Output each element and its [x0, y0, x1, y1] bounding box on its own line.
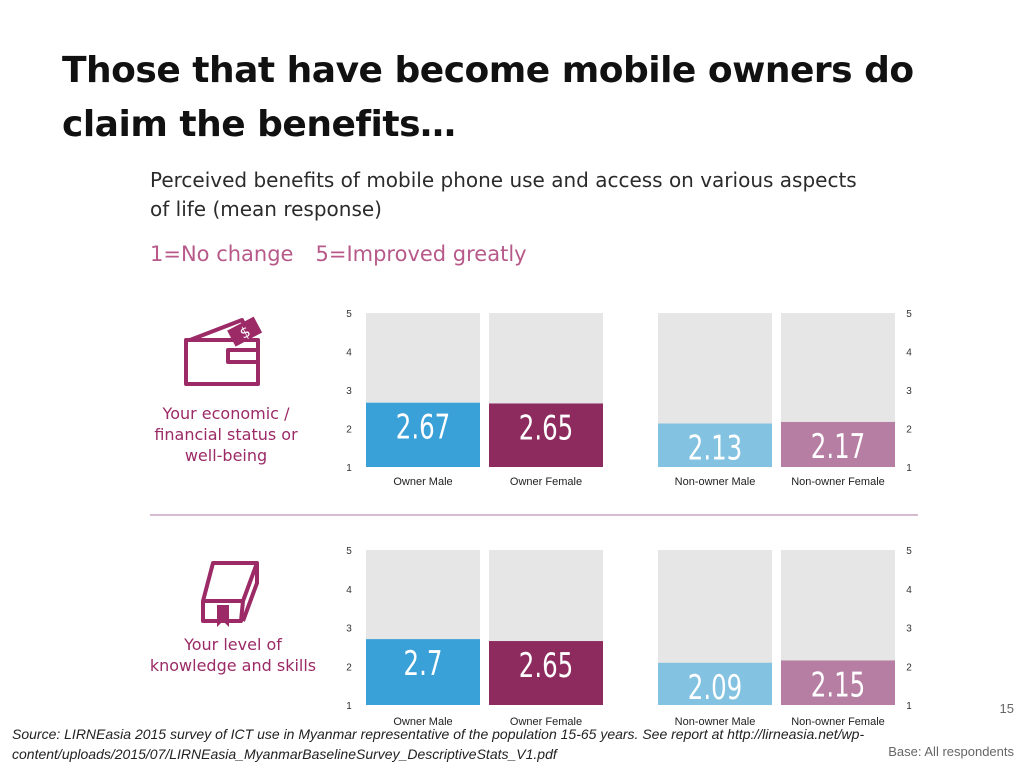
- bar-value-label: 2.7: [404, 644, 443, 683]
- bar: [489, 403, 603, 467]
- y-tick-right: 3: [906, 624, 912, 635]
- bar-value-label: 2.15: [811, 665, 865, 704]
- bar: [366, 402, 480, 467]
- scale-note: 1=No change 5=Improved greatly: [150, 242, 527, 266]
- y-tick-right: 3: [906, 386, 912, 397]
- category-label: Owner Male: [393, 476, 452, 488]
- y-tick-right: 2: [906, 425, 912, 436]
- page-number: 15: [999, 701, 1014, 716]
- bar-value-label: 2.65: [519, 408, 573, 447]
- bar: [658, 662, 772, 705]
- y-tick-left: 3: [346, 624, 352, 635]
- bar-value-label: 2.17: [811, 427, 865, 466]
- y-tick-right: 5: [906, 309, 912, 320]
- category-label: Non-owner Male: [675, 716, 756, 728]
- base-note: Base: All respondents: [888, 744, 1014, 759]
- y-tick-left: 4: [346, 585, 352, 596]
- category-label: Owner Female: [510, 716, 582, 728]
- y-tick-right: 4: [906, 585, 912, 596]
- y-tick-right: 1: [906, 463, 912, 474]
- y-tick-left: 4: [346, 348, 352, 359]
- y-tick-right: 4: [906, 348, 912, 359]
- y-tick-left: 3: [346, 386, 352, 397]
- scale-note-max: 5=Improved greatly: [315, 242, 527, 266]
- y-tick-left: 5: [346, 546, 352, 557]
- category-label: Owner Male: [393, 716, 452, 728]
- y-tick-left: 2: [346, 662, 352, 673]
- bar-value-label: 2.09: [688, 668, 742, 707]
- y-tick-right: 2: [906, 662, 912, 673]
- bar: [658, 423, 772, 467]
- y-tick-right: 5: [906, 546, 912, 557]
- source-note: Source: LIRNEasia 2015 survey of ICT use…: [12, 726, 865, 762]
- y-tick-left: 5: [346, 309, 352, 320]
- slide-title: Those that have become mobile owners do …: [62, 50, 914, 145]
- bar-value-label: 2.67: [396, 408, 450, 447]
- category-label: Non-owner Female: [791, 716, 885, 728]
- panel-label-knowledge: Your level of knowledge and skills: [149, 635, 317, 675]
- y-tick-left: 1: [346, 701, 352, 712]
- scale-note-min: 1=No change: [150, 242, 294, 266]
- bar: [489, 641, 603, 705]
- category-label: Non-owner Female: [791, 476, 885, 488]
- chart-title: Perceived benefits of mobile phone use a…: [150, 168, 857, 221]
- bar: [781, 421, 895, 467]
- y-tick-left: 2: [346, 425, 352, 436]
- y-tick-right: 1: [906, 701, 912, 712]
- panel-label-economic: Your economic / financial status or well…: [154, 404, 298, 465]
- category-label: Owner Female: [510, 476, 582, 488]
- category-label: Non-owner Male: [675, 476, 756, 488]
- bar: [366, 639, 480, 705]
- y-tick-left: 1: [346, 463, 352, 474]
- bar-value-label: 2.65: [519, 646, 573, 685]
- bar-value-label: 2.13: [688, 429, 742, 468]
- bar: [781, 660, 895, 705]
- wallet-icon: $: [184, 316, 263, 386]
- book-icon: [201, 561, 259, 627]
